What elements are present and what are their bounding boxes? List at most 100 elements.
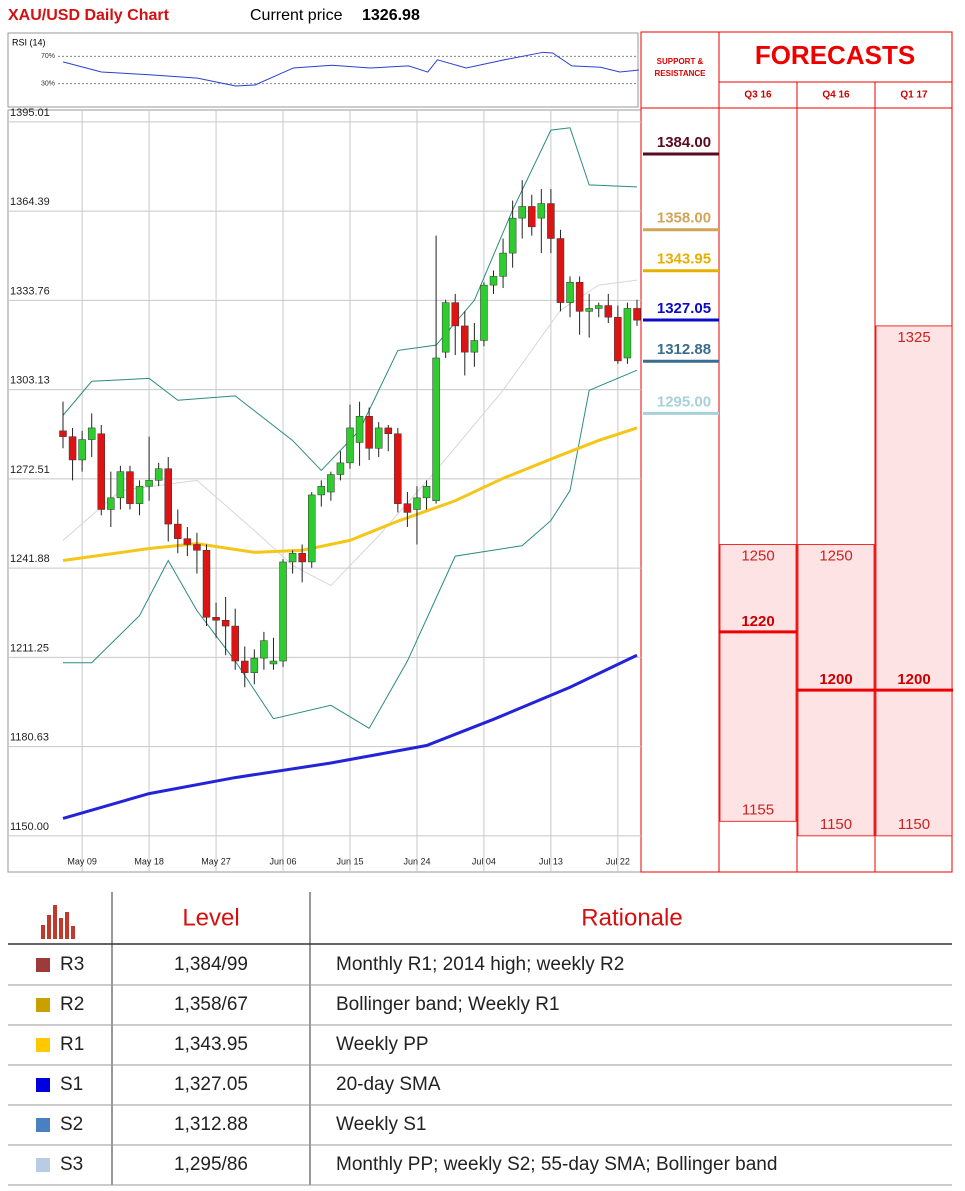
candle-body <box>68 436 77 461</box>
candle-body <box>279 561 287 662</box>
y-tick-label: 1272.51 <box>10 464 50 476</box>
candle-body <box>298 552 306 563</box>
row-level: 1,295/86 <box>174 1154 248 1175</box>
candle-body <box>59 430 67 437</box>
candle-body <box>241 660 249 673</box>
row-label: R3 <box>60 954 84 975</box>
line <box>62 653 638 820</box>
candle-body <box>374 427 383 449</box>
row-label: S3 <box>60 1154 83 1175</box>
candle-body <box>451 302 459 327</box>
chart-title: XAU/USD Daily Chart <box>8 7 170 24</box>
line <box>62 279 638 587</box>
y-tick-label: 1241.88 <box>10 553 50 565</box>
candle-body <box>116 471 125 499</box>
forecast-median-label: 1200 <box>819 671 852 688</box>
price: 1326.98 <box>362 7 420 24</box>
row-label: R2 <box>60 994 84 1015</box>
candle-body <box>537 203 546 219</box>
candle-body <box>78 439 86 461</box>
candle-body <box>174 523 182 539</box>
row-label: S2 <box>60 1114 83 1135</box>
forecast-high: 1250 <box>741 547 774 564</box>
price-label: Current price <box>250 7 343 24</box>
table-header: Level <box>182 904 239 931</box>
candle-body <box>432 357 440 502</box>
candle-body <box>231 625 239 662</box>
row-level: 1,343.95 <box>174 1034 248 1055</box>
rsi-title: RSI (14) <box>12 37 46 47</box>
candle-body <box>212 617 220 621</box>
x-tick-label: Jun 24 <box>403 856 430 866</box>
candle-body <box>260 640 268 659</box>
candle-body <box>346 427 354 464</box>
forecast-high: 1250 <box>819 547 852 564</box>
y-tick-label: 1211.25 <box>10 642 49 654</box>
row-level: 1,327.05 <box>174 1074 248 1095</box>
x-tick-label: May 27 <box>201 856 231 866</box>
candle-body <box>97 433 106 510</box>
x-tick-label: Jun 06 <box>270 856 297 866</box>
forecast-range <box>875 325 953 837</box>
x-tick-label: Jun 15 <box>336 856 363 866</box>
candle-body <box>394 433 402 504</box>
row-rationale: 20-day SMA <box>336 1074 441 1095</box>
candle-body <box>547 203 555 239</box>
candle-body <box>355 416 364 443</box>
row-label: S1 <box>60 1074 83 1095</box>
forecast-median-label: 1220 <box>741 613 774 630</box>
legend-swatch <box>36 1078 50 1092</box>
candle-body <box>384 427 393 434</box>
sr-label: 1343.95 <box>657 251 711 268</box>
candle-body <box>107 497 115 510</box>
sr-label: 1384.00 <box>657 134 711 151</box>
row-rationale: Monthly R1; 2014 high; weekly R2 <box>336 954 624 975</box>
y-tick-label: 1180.63 <box>10 732 49 744</box>
legend-swatch <box>36 1158 50 1172</box>
candle-body <box>470 340 479 353</box>
forecast-low: 1155 <box>742 801 774 818</box>
candle-body <box>489 276 498 286</box>
y-tick-label: 1150.00 <box>10 821 49 833</box>
sr-label: 1312.88 <box>657 341 711 358</box>
table-header: Rationale <box>581 904 682 931</box>
candle-body <box>135 485 144 504</box>
candle-body <box>413 497 421 510</box>
sr-label: 1327.05 <box>657 300 711 317</box>
candle-body <box>499 252 507 277</box>
period-label: Q4 16 <box>822 90 850 101</box>
period-label: Q3 16 <box>744 90 772 101</box>
row-rationale: Monthly PP; weekly S2; 55-day SMA; Bolli… <box>336 1154 777 1175</box>
x-tick-label: Jul 13 <box>539 856 563 866</box>
rsi-panel <box>7 32 639 108</box>
candle-body <box>403 503 412 513</box>
candle-body <box>461 325 469 353</box>
sr-label: 1295.00 <box>657 393 711 410</box>
candle-body <box>154 468 163 481</box>
forecast-title: FORECASTS <box>755 40 915 70</box>
candle-body <box>528 206 536 228</box>
candle-body <box>480 284 488 341</box>
candle-body <box>518 206 526 219</box>
candle-body <box>566 281 574 303</box>
forecast-range <box>719 544 797 822</box>
line <box>63 369 638 730</box>
period-label: Q1 17 <box>900 90 928 101</box>
sr-title: RESISTANCE <box>655 69 707 78</box>
y-tick-label: 1395.01 <box>10 107 50 119</box>
candle-body <box>633 308 641 321</box>
legend-swatch <box>36 1118 50 1132</box>
candle-body <box>317 485 326 496</box>
legend-swatch <box>36 1038 50 1052</box>
row-rationale: Bollinger band; Weekly R1 <box>336 994 560 1015</box>
candle-body <box>307 494 316 563</box>
candle-body <box>441 302 450 353</box>
row-level: 1,384/99 <box>174 954 248 975</box>
legend-swatch <box>36 958 50 972</box>
candle-body <box>422 485 431 499</box>
x-tick-label: Jul 22 <box>606 856 630 866</box>
candle-body <box>164 468 172 525</box>
legend-swatch <box>36 998 50 1012</box>
candle-body <box>221 619 230 627</box>
